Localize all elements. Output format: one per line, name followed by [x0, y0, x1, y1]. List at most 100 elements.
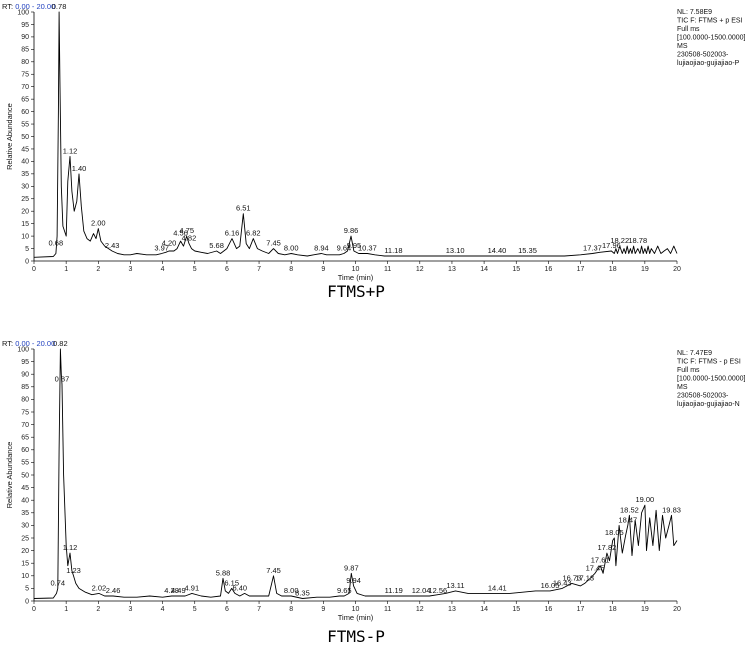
y-tick-label: 100: [17, 346, 29, 353]
rt-range-value: 0.00 - 20.00: [15, 2, 55, 11]
peak-label: 10.37: [358, 244, 377, 253]
peak-label: 16.73: [562, 573, 581, 582]
peak-label: 6.15: [224, 578, 239, 587]
x-tick-label: 9: [321, 606, 325, 613]
x-tick-label: 10: [352, 266, 360, 273]
scan-info-line: TIC F: FTMS - p ESI: [677, 359, 741, 366]
x-tick-label: 8: [289, 266, 293, 273]
peak-label: 13.10: [446, 246, 465, 255]
scan-info-line: [100.0000-1500.0000]: [677, 35, 746, 42]
x-tick-label: 12: [416, 606, 424, 613]
y-tick-label: 40: [21, 159, 29, 166]
x-tick-label: 13: [448, 606, 456, 613]
y-tick-label: 5: [25, 586, 29, 593]
peak-label: 18.47: [618, 515, 637, 524]
y-tick-label: 65: [21, 96, 29, 103]
peak-label: 17.37: [583, 244, 602, 253]
x-tick-label: 3: [128, 266, 132, 273]
x-tick-label: 6: [225, 606, 229, 613]
y-tick-label: 80: [21, 59, 29, 66]
y-tick-label: 25: [21, 196, 29, 203]
chromatogram-trace: [33, 348, 678, 599]
scan-info-line: MS: [677, 43, 688, 50]
y-tick-label: 80: [21, 397, 29, 404]
y-tick-label: 90: [21, 34, 29, 41]
y-tick-label: 70: [21, 422, 29, 429]
peak-label: 8.94: [314, 244, 329, 253]
x-tick-label: 7: [257, 266, 261, 273]
rt-prefix: RT:: [2, 2, 15, 11]
x-axis-label: Time (min): [338, 273, 374, 282]
x-tick-label: 5: [193, 606, 197, 613]
x-tick-label: 5: [193, 266, 197, 273]
y-tick-label: 50: [21, 134, 29, 141]
peak-label: 2.00: [91, 219, 106, 228]
peak-label: 17.96: [602, 241, 621, 250]
x-tick-label: 20: [673, 606, 681, 613]
y-tick-label: 50: [21, 472, 29, 479]
peak-label: 1.23: [66, 566, 81, 575]
y-tick-label: 10: [21, 233, 29, 240]
y-tick-label: 20: [21, 548, 29, 555]
peak-label: 0.87: [55, 374, 70, 383]
peak-label: 1.12: [63, 146, 78, 155]
peak-label: 16.05: [541, 581, 560, 590]
rt-prefix: RT:: [2, 339, 15, 348]
x-axis-label: Time (min): [338, 613, 374, 622]
peak-label: 6.40: [232, 583, 247, 592]
scan-info-line: 230508-502003-: [677, 52, 729, 59]
scan-info-line: lujiaojiao-gujiajiao-P: [677, 60, 740, 67]
y-tick-label: 85: [21, 47, 29, 54]
x-tick-label: 14: [480, 606, 488, 613]
peak-label: 17.13: [575, 573, 594, 582]
x-tick-label: 0: [32, 606, 36, 613]
x-tick-label: 2: [96, 266, 100, 273]
y-tick-label: 35: [21, 510, 29, 517]
peak-label: 18.05: [605, 528, 624, 537]
scan-info-line: NL: 7.58E9: [677, 9, 712, 16]
x-tick-label: 10: [352, 606, 360, 613]
peak-label: 4.20: [162, 239, 177, 248]
peak-label: 4.91: [185, 583, 200, 592]
peak-label: 2.46: [106, 586, 121, 595]
x-tick-label: 1: [64, 606, 68, 613]
y-tick-label: 15: [21, 561, 29, 568]
chart-caption: FTMS+P: [327, 282, 385, 301]
peak-label: 0.74: [50, 578, 65, 587]
peak-label: 1.40: [72, 164, 87, 173]
chart-caption: FTMS-P: [327, 627, 385, 646]
x-tick-label: 8: [289, 606, 293, 613]
y-tick-label: 85: [21, 384, 29, 391]
chromatogram-trace: [33, 11, 678, 258]
peak-label: 4.82: [182, 234, 197, 243]
peak-label: 9.94: [346, 576, 361, 585]
peak-label: 18.22: [610, 236, 629, 245]
y-tick-label: 75: [21, 409, 29, 416]
scan-info-line: [100.0000-1500.0000]: [677, 376, 746, 383]
peak-label: 7.45: [266, 239, 281, 248]
x-tick-label: 0: [32, 266, 36, 273]
peak-label: 16.43: [553, 578, 572, 587]
y-tick-label: 5: [25, 246, 29, 253]
y-tick-label: 40: [21, 498, 29, 505]
peak-label: 9.95: [347, 241, 362, 250]
peak-label: 17.45: [586, 563, 605, 572]
x-tick-label: 19: [641, 606, 649, 613]
peak-label: 17.61: [591, 556, 610, 565]
x-tick-label: 17: [577, 266, 585, 273]
x-tick-label: 11: [384, 266, 391, 273]
x-tick-label: 11: [384, 606, 391, 613]
x-tick-label: 16: [545, 266, 553, 273]
x-tick-label: 15: [512, 266, 520, 273]
peak-label: 4.28: [164, 586, 179, 595]
peak-label: 11.19: [385, 586, 403, 595]
peak-label: 4.56: [173, 229, 188, 238]
peak-label: 4.49: [171, 586, 186, 595]
x-tick-label: 9: [321, 266, 325, 273]
peak-label: 8.35: [295, 588, 310, 597]
y-tick-label: 0: [25, 258, 29, 265]
peak-label: 6.82: [246, 229, 261, 238]
peak-label: 18.52: [620, 505, 639, 514]
y-axis-label: Relative Abundance: [5, 442, 14, 509]
